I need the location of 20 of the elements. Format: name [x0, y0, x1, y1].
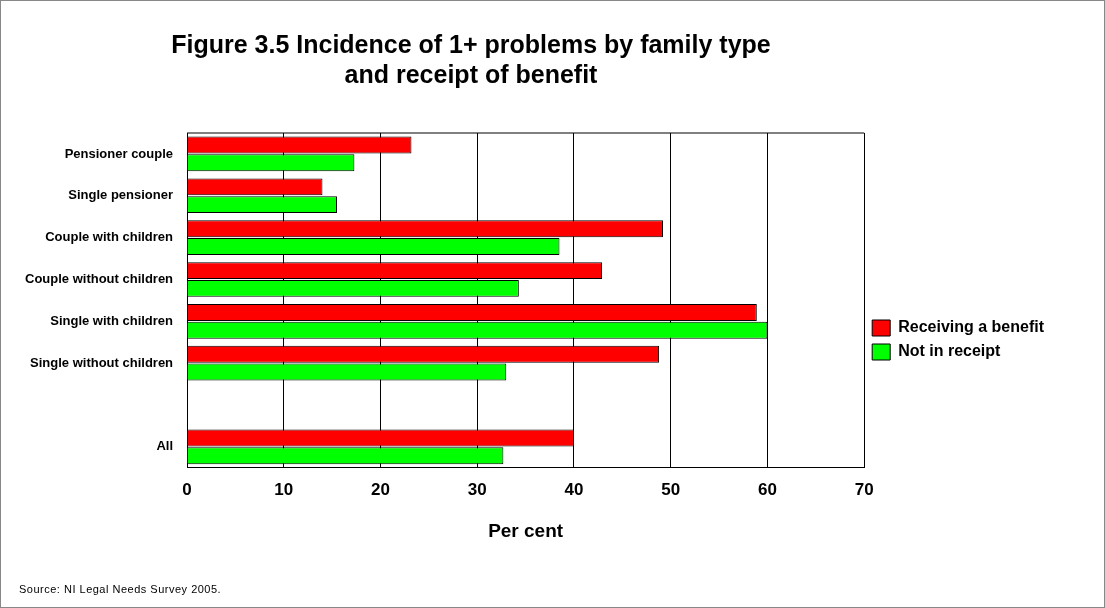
- y-tick-label: Single with children: [50, 312, 174, 328]
- y-tick-label: Single pensioner: [68, 187, 174, 203]
- x-tick-label: 50: [661, 479, 681, 499]
- legend-label: Not in receipt: [898, 342, 1002, 360]
- y-tick-label: Couple with children: [45, 229, 174, 245]
- x-tick-label: 60: [757, 479, 777, 499]
- x-tick-label: 0: [182, 479, 192, 499]
- x-tick-label: 30: [467, 479, 487, 499]
- chart-title: Figure 3.5 Incidence of 1+ problems by family type and receipt of benefit: [170, 29, 772, 89]
- y-tick-label: Pensioner couple: [64, 145, 174, 161]
- legend-label: Receiving a benefit: [898, 318, 1045, 336]
- x-tick-label: 70: [854, 479, 874, 499]
- x-tick-label: 40: [564, 479, 584, 499]
- y-tick-label: Couple without children: [25, 271, 174, 287]
- source-note: Source: NI Legal Needs Survey 2005.: [19, 583, 222, 595]
- x-tick-label: 10: [274, 479, 294, 499]
- x-tick-label: 20: [371, 479, 390, 499]
- x-axis-title: Per cent: [488, 519, 564, 541]
- y-tick-label: All: [156, 438, 174, 454]
- y-tick-label: Single without children: [30, 354, 174, 370]
